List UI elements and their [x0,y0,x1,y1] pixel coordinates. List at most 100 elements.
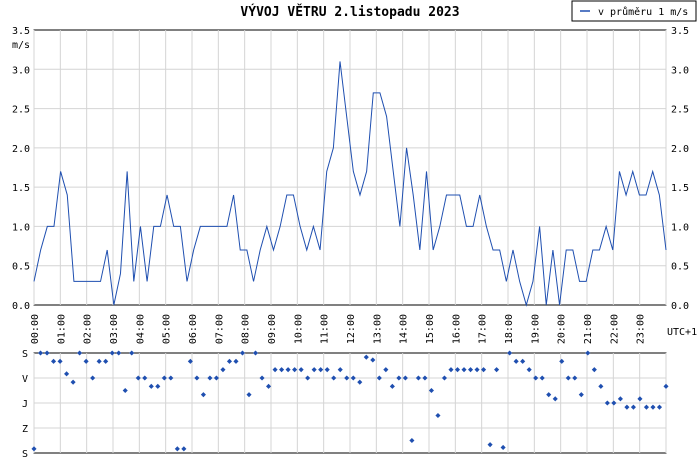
direction-data-point [324,367,330,373]
direction-tick-label: Z [22,424,28,435]
x-tick-label: 18:00 [504,314,515,344]
direction-data-point [663,383,669,389]
x-tick-label: 08:00 [241,314,252,344]
x-tick-label: 19:00 [530,314,541,344]
direction-data-point [246,392,252,398]
x-tick-label: 16:00 [451,314,462,344]
y-tick-label-right: 0.5 [671,262,689,273]
direction-data-point [461,367,467,373]
chart-title: VÝVOJ VĚTRU 2.listopadu 2023 [240,4,459,20]
direction-data-point [233,358,239,364]
x-tick-label: 03:00 [109,314,120,344]
y-axis-unit-left: m/s [12,40,30,51]
direction-data-point [194,375,200,381]
x-tick-label: 20:00 [557,314,568,344]
direction-data-point [513,358,519,364]
y-tick-label-right: 1.5 [671,183,689,194]
direction-data-point [135,375,141,381]
speed-x-ticks: 00:00 01:00 02:00 03:00 04:00 05:00 06:00 07:00… [30,314,647,344]
y-tick-label-left: 3.0 [12,65,30,76]
y-tick-label-left: 0.5 [12,262,30,273]
direction-data-point [174,446,180,452]
direction-data-point [448,367,454,373]
direction-data-point [292,367,298,373]
direction-data-point [422,375,428,381]
legend: v průměru 1 m/s [571,0,697,22]
direction-data-point [142,375,148,381]
y-tick-label-right: 2.0 [671,144,689,155]
direction-data-point [533,375,539,381]
direction-data-point [604,400,610,406]
x-axis-timezone: UTC+1 [667,327,697,338]
direction-data-point [168,375,174,381]
direction-data-point [441,375,448,381]
x-tick-label: 05:00 [162,314,173,344]
direction-data-point [389,383,395,389]
x-tick-label: 23:00 [636,314,647,344]
direction-data-point [259,375,265,381]
direction-data-point [337,367,343,373]
direction-data-point [617,396,623,402]
direction-data-point [298,367,304,373]
direction-data-point [396,375,402,381]
direction-data-point [487,442,493,448]
direction-data-point [344,375,350,381]
direction-data-point [500,444,506,450]
x-tick-label: 07:00 [214,314,225,344]
x-tick-label: 14:00 [399,314,410,344]
x-tick-label: 11:00 [320,314,331,344]
direction-data-point [311,367,317,373]
direction-points [31,350,669,452]
direction-data-point [559,358,565,364]
direction-data-point [285,367,291,373]
x-tick-label: 00:00 [30,314,41,344]
direction-data-point [181,446,187,452]
x-tick-label: 09:00 [267,314,278,344]
direction-tick-label: J [22,399,28,410]
direction-data-point [383,367,389,373]
direction-data-point [200,392,206,398]
x-tick-label: 13:00 [372,314,383,344]
direction-data-point [454,367,461,373]
direction-data-point [415,375,421,381]
direction-data-point [637,396,643,402]
direction-data-point [598,383,604,389]
direction-tick-label: S [22,449,28,460]
y-tick-label-left: 0.0 [12,301,30,312]
direction-data-point [428,387,434,394]
direction-data-point [213,375,219,381]
direction-data-point [481,367,487,373]
y-tick-label-left: 2.0 [12,144,30,155]
direction-y-ticks: S V J Z S [22,349,28,460]
x-tick-label: 21:00 [583,314,594,344]
x-tick-label: 15:00 [425,314,436,344]
y-tick-label-left: 2.5 [12,105,30,116]
x-tick-label: 22:00 [609,314,620,344]
direction-data-point [552,396,558,402]
direction-data-point [305,375,311,381]
x-tick-label: 17:00 [478,314,489,344]
speed-grid [33,30,667,305]
direction-data-point [467,367,474,373]
direction-data-point [363,354,369,360]
y-tick-label-left: 1.5 [12,183,30,194]
direction-data-point [116,350,122,356]
y-tick-label-right: 0.0 [671,301,689,312]
y-tick-label-right: 1.0 [671,222,689,233]
direction-data-point [207,375,213,381]
direction-data-point [402,375,408,381]
direction-data-point [155,383,161,389]
x-tick-label: 10:00 [293,314,304,344]
direction-data-point [370,357,376,363]
direction-data-point [272,367,278,373]
x-tick-label: 06:00 [188,314,199,344]
direction-data-point [239,350,246,356]
direction-data-point [331,375,337,381]
direction-data-point [161,375,167,381]
x-tick-label: 04:00 [135,314,146,344]
direction-tick-label: V [22,374,28,385]
direction-data-point [494,367,500,373]
direction-data-point [103,358,109,364]
legend-box [571,0,697,22]
